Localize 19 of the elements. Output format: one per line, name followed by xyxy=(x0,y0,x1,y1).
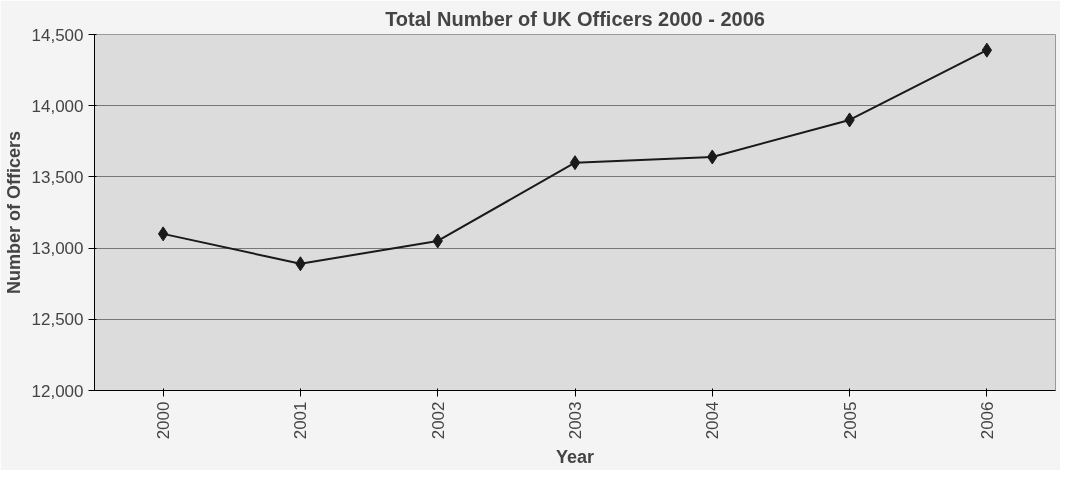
y-tick-label: 12,000 xyxy=(31,381,84,401)
y-tick-label: 14,000 xyxy=(31,96,84,116)
point xyxy=(981,42,993,58)
x-tick-label: 2006 xyxy=(977,401,997,440)
x-tick-label: 2001 xyxy=(291,401,311,440)
chart-title: Total Number of UK Officers 2000 - 2006 xyxy=(385,7,765,30)
y-tick-label: 14,500 xyxy=(31,25,84,45)
x-tick-label: 2000 xyxy=(154,401,174,440)
x-tick-label: 2002 xyxy=(428,401,448,440)
point xyxy=(157,226,169,242)
point xyxy=(569,155,581,171)
y-tick-label: 13,500 xyxy=(31,167,84,187)
y-tick-label: 13,000 xyxy=(31,239,84,259)
y-axis-title: Number of Officers xyxy=(3,130,24,295)
y-tick-label: 12,500 xyxy=(31,310,84,330)
x-tick-label: 2003 xyxy=(566,401,585,440)
x-tick-label: 2004 xyxy=(703,401,723,440)
x-tick-label: 2005 xyxy=(840,401,860,440)
x-axis-title: Year xyxy=(555,447,595,468)
